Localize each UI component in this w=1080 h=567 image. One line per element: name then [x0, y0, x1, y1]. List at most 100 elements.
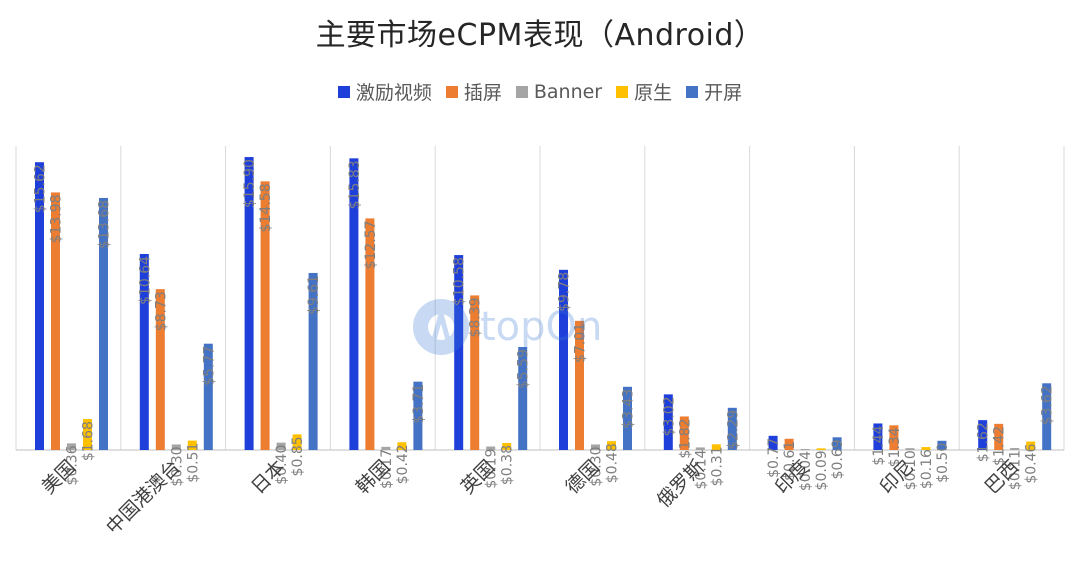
bar	[889, 425, 899, 450]
bar	[260, 181, 270, 450]
bar	[679, 416, 689, 450]
bar	[800, 449, 810, 450]
bar	[921, 447, 931, 450]
data-label: $5.77	[201, 346, 217, 386]
legend-item: 开屏	[686, 78, 742, 105]
data-label: $5.59	[516, 349, 532, 389]
data-label: $7.01	[573, 323, 589, 363]
bar	[1010, 447, 1020, 450]
legend-swatch	[616, 85, 629, 98]
data-label: $9.78	[557, 272, 573, 312]
data-label: $1.82	[677, 418, 693, 458]
data-label: $0.31	[709, 446, 725, 486]
data-label: $14.58	[258, 183, 274, 232]
legend-item: 插屏	[445, 78, 502, 105]
data-label: $15.83	[347, 160, 363, 209]
legend-swatch	[337, 85, 350, 98]
legend: 激励视频 插屏 Banner 原生 开屏	[0, 78, 1080, 105]
data-label: $0.38	[500, 445, 516, 485]
legend-item: Banner	[515, 78, 603, 105]
data-label: $13.68	[97, 200, 113, 249]
watermark-logo-icon	[413, 299, 469, 355]
data-label: $0.42	[395, 444, 411, 484]
legend-label: 开屏	[704, 82, 743, 104]
bar	[397, 442, 407, 450]
bar	[832, 437, 842, 450]
data-label: $10.58	[452, 257, 468, 306]
bar	[308, 272, 318, 450]
data-label: $0.17	[379, 449, 395, 489]
bar	[139, 253, 149, 450]
bar	[559, 269, 568, 450]
watermark: topOn	[410, 296, 602, 358]
bar	[695, 447, 705, 450]
bar	[171, 444, 181, 450]
data-label: $0.11	[1008, 450, 1024, 490]
data-label: $2.29	[725, 410, 741, 450]
data-label: $8.73	[153, 291, 169, 331]
bar	[1042, 383, 1052, 450]
data-label: $3.71	[411, 384, 427, 424]
legend-item: 激励视频	[337, 78, 432, 105]
bar	[276, 442, 286, 450]
data-label: $15.62	[33, 164, 49, 213]
bar	[244, 157, 254, 450]
bar	[454, 255, 464, 450]
bar	[623, 386, 632, 450]
data-label: $0.14	[693, 449, 709, 489]
data-label: $13.98	[49, 194, 65, 243]
bar	[99, 197, 108, 450]
data-label: $1.42	[992, 426, 1008, 466]
data-label: $0.19	[484, 448, 500, 488]
data-label: $0.30	[169, 446, 185, 486]
bar	[413, 381, 423, 450]
bar	[816, 448, 826, 450]
bar	[155, 289, 165, 450]
bar	[486, 446, 496, 450]
data-label: $0.09	[814, 450, 830, 490]
legend-swatch	[686, 85, 699, 98]
bar	[575, 320, 584, 450]
bar	[292, 434, 302, 450]
legend-swatch	[515, 85, 528, 98]
data-label: $0.10	[903, 450, 919, 490]
bar	[502, 442, 512, 450]
bar	[187, 440, 197, 450]
bar	[727, 407, 737, 450]
bar	[768, 435, 778, 450]
data-label: $0.40	[274, 445, 290, 485]
data-label: $0.48	[605, 443, 621, 483]
data-label: $0.69	[830, 439, 846, 479]
data-label: $0.16	[919, 449, 935, 489]
bar	[1026, 441, 1036, 450]
bar	[35, 162, 44, 451]
bar	[978, 420, 988, 450]
bar	[937, 440, 947, 450]
data-label: $3.43	[621, 389, 637, 429]
bar	[905, 448, 915, 450]
data-label: $1.34	[887, 427, 903, 467]
bar	[83, 419, 92, 450]
data-label: $0.30	[589, 446, 605, 486]
legend-label: Banner	[533, 80, 603, 103]
data-label: $0.61	[782, 441, 798, 481]
data-label: $8.39	[468, 297, 484, 337]
data-label: $3.62	[1040, 385, 1056, 425]
bar	[518, 347, 528, 450]
data-label: $3.02	[661, 396, 677, 436]
legend-label: 插屏	[463, 82, 502, 104]
data-label: $0.04	[798, 451, 814, 491]
bar	[873, 423, 883, 450]
legend-label: 原生	[634, 82, 673, 104]
data-label: $0.50	[935, 443, 951, 483]
data-label: $1.44	[871, 425, 887, 465]
legend-item: 原生	[616, 78, 672, 105]
legend-label: 激励视频	[355, 82, 432, 104]
data-label: $10.64	[137, 256, 153, 305]
bar	[607, 441, 616, 450]
legend-swatch	[445, 85, 458, 98]
bar	[470, 295, 480, 450]
data-label: $1.68	[81, 421, 97, 461]
bar	[349, 158, 359, 450]
data-label: $0.36	[65, 445, 81, 485]
